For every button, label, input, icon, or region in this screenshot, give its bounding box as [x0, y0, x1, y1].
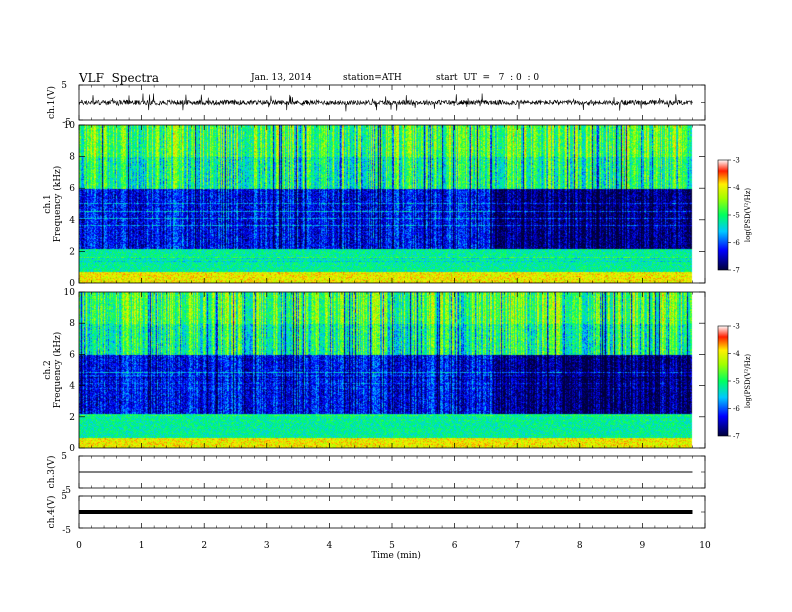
time-tick-label: 6	[452, 541, 458, 551]
time-tick-label: 7	[514, 541, 520, 551]
station-name: station=ATH	[343, 73, 402, 83]
colorbar	[717, 325, 729, 437]
freq-tick-label: 6	[69, 350, 75, 360]
freq-tick-label: 8	[69, 319, 75, 329]
time-tick-label: 10	[699, 541, 711, 551]
figure-title: VLF Spectra	[79, 71, 160, 85]
channel-label: ch.2	[43, 360, 53, 379]
ch2-spectrogram-heatmap	[79, 292, 705, 448]
time-tick-label: 9	[640, 541, 646, 551]
y-tick-label-bottom: -5	[62, 526, 71, 536]
time-tick-label: 4	[327, 541, 333, 551]
colorbar-label: log(PSD(V²/Hz)	[744, 188, 752, 243]
start-time: start UT = 7 : 0 : 0	[436, 73, 540, 83]
colorbar-tick-label: -3	[733, 323, 740, 331]
time-tick-label: 5	[389, 541, 395, 551]
time-tick-label: 3	[264, 541, 270, 551]
colorbar-tick-label: -7	[733, 433, 740, 441]
ch2-spectrogram-heatmap-image	[79, 292, 705, 448]
freq-tick-label: 4	[69, 216, 75, 226]
time-axis: 0 1 2 3 4 5 6 7 8 9 10 Time (min)	[76, 541, 711, 561]
freq-tick-label: 2	[69, 247, 75, 257]
freq-tick-label: 4	[69, 382, 75, 392]
time-tick-label: 1	[139, 541, 145, 551]
colorbar-tick-label: -4	[733, 350, 740, 358]
freq-tick-label: 10	[64, 121, 76, 131]
freq-tick-label: 8	[69, 153, 75, 163]
frequency-axis-label: Frequency (kHz)	[52, 332, 63, 409]
channel-label: ch.3(V)	[46, 456, 57, 489]
frequency-axis-label: Frequency (kHz)	[52, 166, 63, 243]
freq-tick-label: 6	[69, 184, 75, 194]
freq-tick-label: 2	[69, 413, 75, 423]
channel-label: ch.4(V)	[46, 496, 57, 529]
colorbar-tick-label: -5	[733, 378, 740, 386]
channel-label: ch.1	[43, 194, 53, 213]
channel-label: ch.1(V)	[46, 86, 57, 119]
ch3-waveform-time-ticks	[78, 456, 706, 488]
y-tick-label-top: 5	[61, 452, 67, 462]
colorbar-tick-label: -6	[733, 405, 740, 413]
ch1-spectrogram-heatmap-image	[79, 125, 705, 283]
ch2-spectrogram-time-ticks	[78, 292, 706, 448]
colorbar-tick-label: -5	[733, 212, 740, 220]
colorbar	[717, 159, 729, 271]
freq-tick-label: 0	[69, 444, 75, 454]
freq-tick-label: 0	[69, 279, 75, 289]
ch4-waveform-time-ticks	[78, 496, 706, 528]
ch1-spectrogram-heatmap	[79, 125, 705, 283]
colorbar-tick-label: -7	[733, 267, 740, 275]
ch1-waveform-time-ticks	[78, 85, 706, 120]
y-tick-label-bottom: -5	[62, 118, 71, 128]
time-axis-label: Time (min)	[371, 550, 421, 561]
ch1-spectrogram-axes: 0 2 4 6 8 10 ch.1 Frequency (kHz) -3 -4 -5 -6 -7 log(…	[43, 121, 752, 289]
y-tick-label-top: 5	[61, 81, 67, 91]
time-tick-label: 8	[577, 541, 583, 551]
ch1-waveform-trace	[78, 93, 693, 112]
time-tick-label: 0	[76, 541, 82, 551]
time-tick-label: 2	[201, 541, 207, 551]
y-tick-label-top: 5	[61, 492, 67, 502]
colorbar-tick-label: -3	[733, 157, 740, 165]
colorbar-tick-label: -6	[733, 239, 740, 247]
ch3-waveform-axes: 5 -5 ch.3(V)	[46, 452, 706, 496]
freq-tick-label: 10	[64, 288, 76, 298]
ch1-spectrogram-time-ticks	[78, 125, 706, 283]
recording-date: Jan. 13, 2014	[251, 73, 312, 83]
colorbar-tick-label: -4	[733, 184, 740, 192]
y-tick-label-bottom: -5	[62, 486, 71, 496]
colorbar-label: log(PSD(V²/Hz)	[744, 354, 752, 409]
